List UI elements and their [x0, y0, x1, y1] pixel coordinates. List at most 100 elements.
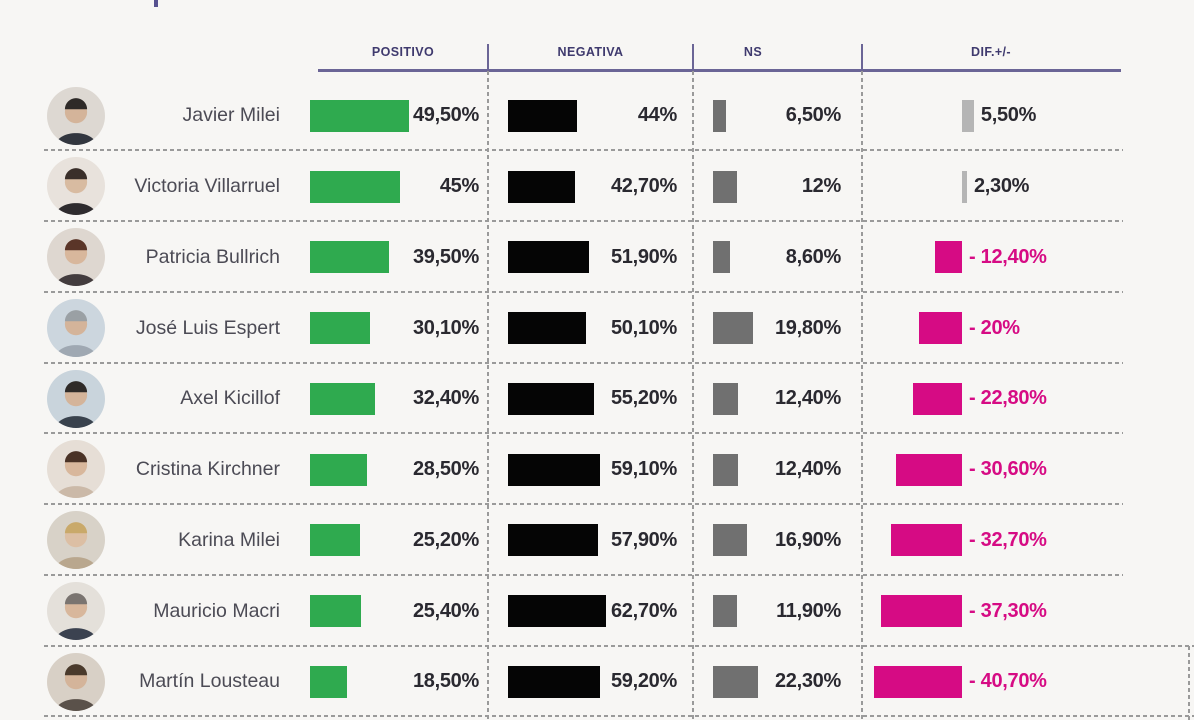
- table-row: Patricia Bullrich 39,50% 51,90% 8,60% - 12,4…: [0, 222, 1194, 293]
- header-divider-tick: [487, 44, 489, 70]
- positivo-bar: [310, 170, 400, 203]
- avatar: [47, 369, 105, 428]
- ns-value: 12,40%: [774, 458, 841, 481]
- person-name: Mauricio Macri: [153, 599, 280, 622]
- positivo-bar: [310, 312, 371, 345]
- ns-bar: [713, 170, 737, 203]
- positivo-bar: [310, 99, 409, 132]
- person-name: José Luis Espert: [135, 316, 280, 339]
- avatar: [47, 298, 105, 357]
- dif-bar: [962, 99, 974, 132]
- person-name: Martín Lousteau: [139, 670, 280, 693]
- negativa-value: 44%: [637, 104, 677, 127]
- avatar: [47, 440, 105, 499]
- positivo-bar: [310, 665, 347, 698]
- ns-bar: [713, 241, 731, 274]
- table-row: Karina Milei 25,20% 57,90% 16,90% - 32,70%: [0, 505, 1194, 576]
- dif-bar: [895, 453, 962, 486]
- ns-value: 11,90%: [776, 599, 841, 622]
- negativa-bar: [508, 99, 577, 132]
- positivo-bar: [310, 453, 367, 486]
- ns-value: 8,60%: [785, 245, 842, 268]
- positivo-bar: [310, 524, 361, 557]
- dif-bar: [962, 170, 967, 203]
- avatar: [47, 511, 105, 570]
- ns-value: 22,30%: [774, 670, 841, 693]
- avatar: [47, 652, 105, 711]
- ns-bar: [713, 595, 737, 628]
- ns-value: 12,40%: [774, 387, 841, 410]
- table-row: Axel Kicillof 32,40% 55,20% 12,40% - 22,80%: [0, 364, 1194, 435]
- table-row: José Luis Espert 30,10% 50,10% 19,80% - 20%: [0, 293, 1194, 364]
- cropped-title-fragment: [154, 0, 158, 7]
- column-header-ns: NS: [743, 45, 763, 59]
- dif-bar: [874, 665, 962, 698]
- avatar: [47, 228, 105, 287]
- row-separator-dashed: [44, 644, 1194, 647]
- positivo-value: 18,50%: [412, 670, 479, 693]
- positivo-value: 25,20%: [412, 528, 479, 551]
- ns-bar: [713, 665, 758, 698]
- person-name: Javier Milei: [182, 104, 280, 127]
- ns-bar: [713, 312, 753, 345]
- positivo-bar: [310, 382, 375, 415]
- column-header-positivo: POSITIVO: [371, 45, 435, 59]
- dif-value: - 32,70%: [969, 528, 1047, 551]
- dif-value: - 22,80%: [969, 387, 1047, 410]
- header-divider-tick: [861, 44, 863, 70]
- dif-bar: [918, 312, 962, 345]
- positivo-bar: [310, 241, 389, 274]
- positivo-value: 45%: [439, 175, 479, 198]
- positivo-value: 32,40%: [412, 387, 479, 410]
- person-name: Axel Kicillof: [180, 387, 280, 410]
- header-underline: [318, 69, 1121, 72]
- dif-value: 5,50%: [980, 104, 1037, 127]
- dif-value: - 37,30%: [969, 599, 1047, 622]
- ns-bar: [713, 99, 726, 132]
- table-row: Victoria Villarruel 45% 42,70% 12% 2,30%: [0, 151, 1194, 223]
- row-separator-dashed: [44, 715, 1194, 718]
- negativa-value: 42,70%: [610, 175, 677, 198]
- column-separator-dashed: [861, 71, 863, 720]
- ns-bar: [713, 524, 747, 557]
- negativa-bar: [508, 595, 606, 628]
- row-separator-dashed: [44, 220, 1123, 223]
- ns-value: 19,80%: [774, 316, 841, 339]
- dif-bar: [912, 382, 962, 415]
- column-header-dif: DIF.+/-: [971, 45, 1011, 59]
- table-row: Cristina Kirchner 28,50% 59,10% 12,40% - 30,…: [0, 434, 1194, 506]
- dif-bar: [881, 595, 962, 628]
- positivo-value: 30,10%: [412, 316, 479, 339]
- dif-bar: [891, 524, 962, 557]
- negativa-value: 59,10%: [610, 458, 677, 481]
- avatar: [47, 157, 105, 216]
- positivo-value: 28,50%: [412, 458, 479, 481]
- table-row: Javier Milei 49,50% 44% 6,50% 5,50%: [0, 81, 1194, 152]
- negativa-bar: [508, 524, 599, 557]
- column-separator-dashed: [487, 71, 489, 720]
- row-separator-dashed: [44, 503, 1123, 506]
- avatar: [47, 581, 105, 640]
- column-separator-dashed: [692, 71, 694, 720]
- ns-bar: [713, 382, 738, 415]
- negativa-bar: [508, 453, 601, 486]
- person-name: Karina Milei: [178, 528, 280, 551]
- person-name: Victoria Villarruel: [134, 175, 280, 198]
- row-separator-dashed: [44, 149, 1123, 152]
- negativa-value: 62,70%: [610, 599, 677, 622]
- table-row: Martín Lousteau 18,50% 59,20% 22,30% - 40,70…: [0, 647, 1194, 718]
- negativa-value: 57,90%: [610, 528, 677, 551]
- ns-value: 12%: [801, 175, 841, 198]
- positivo-bar: [310, 595, 361, 628]
- negativa-bar: [508, 382, 595, 415]
- negativa-value: 50,10%: [610, 316, 677, 339]
- negativa-bar: [508, 170, 575, 203]
- negativa-value: 51,90%: [610, 245, 677, 268]
- table-row: Mauricio Macri 25,40% 62,70% 11,90% - 37,30%: [0, 576, 1194, 647]
- positivo-value: 49,50%: [412, 104, 479, 127]
- dif-value: - 20%: [969, 316, 1020, 339]
- negativa-bar: [508, 665, 601, 698]
- ns-bar: [713, 453, 738, 486]
- column-header-negativa: NEGATIVA: [557, 45, 624, 59]
